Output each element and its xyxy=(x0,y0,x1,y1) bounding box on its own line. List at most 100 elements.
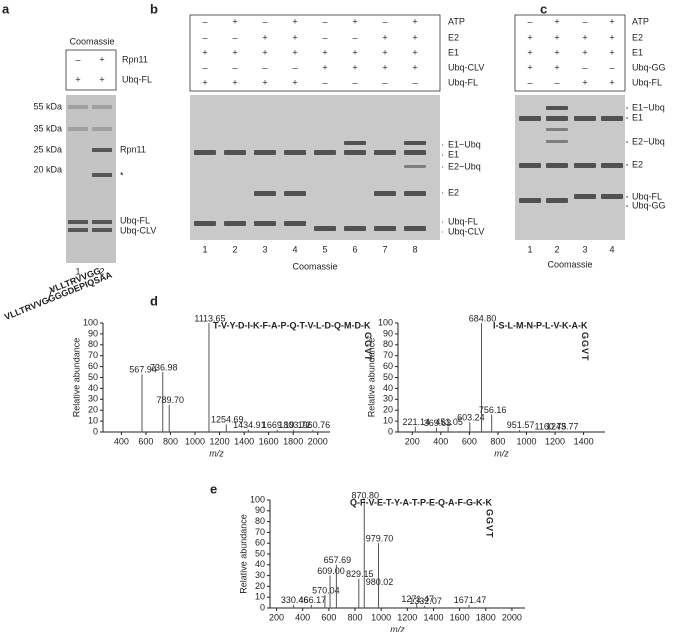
panel-letter: d xyxy=(150,293,158,308)
lane-sign: + xyxy=(412,47,417,57)
lane-sign: + xyxy=(262,32,267,42)
y-tick-label: 0 xyxy=(260,602,265,612)
y-axis-label: Relative abundance xyxy=(71,338,81,418)
gel-band xyxy=(194,221,216,226)
gel-band xyxy=(404,141,426,145)
gel-band xyxy=(254,191,276,196)
band-label: Ubq-CLV xyxy=(448,226,484,236)
band-label: * xyxy=(120,170,124,180)
gel-band xyxy=(344,141,366,145)
lane-number: 7 xyxy=(382,244,387,254)
gel-band xyxy=(68,127,88,131)
lane-number: 5 xyxy=(322,244,327,254)
peak-label: 756.16 xyxy=(479,405,507,415)
band-label: E1 xyxy=(632,112,643,122)
x-tick-label: 800 xyxy=(490,436,505,446)
y-tick-label: 20 xyxy=(383,405,393,415)
x-tick-label: 1400 xyxy=(423,612,443,622)
y-tick-label: 10 xyxy=(383,415,393,425)
row-label: Ubq-FL xyxy=(448,77,478,87)
peak-label: 1960.76 xyxy=(298,420,331,430)
gel-band xyxy=(574,116,596,121)
x-tick-label: 600 xyxy=(321,612,336,622)
gel-band xyxy=(314,150,336,155)
lane-sign: – xyxy=(382,16,387,26)
lane-sign: + xyxy=(582,77,587,87)
peak-label: 466.17 xyxy=(299,595,327,605)
lane-sign: – xyxy=(554,77,559,87)
peptide-branch: GGVT xyxy=(580,332,590,362)
lane-sign: – xyxy=(382,77,387,87)
gel-band xyxy=(92,228,112,232)
peak-label: 980.02 xyxy=(366,577,394,587)
peak-label: 829.15 xyxy=(346,569,374,579)
band-label: E1~Ubq xyxy=(448,139,481,149)
y-tick-label: 70 xyxy=(255,527,265,537)
lane-sign: + xyxy=(322,47,327,57)
band-label: Ubq-FL xyxy=(632,191,662,201)
row-label: E2 xyxy=(448,32,459,42)
lane-sign: – xyxy=(292,62,297,72)
lane-sign: – xyxy=(527,16,532,26)
gel-band xyxy=(92,127,112,131)
peak-label: 1671.47 xyxy=(454,595,487,605)
band-label: Ubq-FL xyxy=(448,216,478,226)
band-label: E2 xyxy=(632,159,643,169)
gel-band xyxy=(224,150,246,155)
lane-sign: – xyxy=(582,62,587,72)
gel-band xyxy=(194,150,216,155)
y-tick-label: 40 xyxy=(255,559,265,569)
x-tick-label: 1800 xyxy=(476,612,496,622)
gel-footer: Coomassie xyxy=(292,261,337,271)
gel-band xyxy=(224,221,246,226)
lane-sign: + xyxy=(75,74,80,84)
row-label: ATP xyxy=(448,16,465,26)
lane-sign: + xyxy=(609,16,614,26)
y-tick-label: 90 xyxy=(383,328,393,338)
gel-band xyxy=(546,116,568,121)
lane-sign: + xyxy=(554,47,559,57)
gel-band xyxy=(68,220,88,224)
gel-image xyxy=(66,95,116,263)
lane-sign: + xyxy=(232,47,237,57)
lane-sign: + xyxy=(527,47,532,57)
row-label: E1 xyxy=(632,47,643,57)
lane-sign: – xyxy=(232,32,237,42)
band-label: E1 xyxy=(448,149,459,159)
x-tick-label: 2000 xyxy=(308,436,328,446)
lane-sign: – xyxy=(527,77,532,87)
lane-sign: – xyxy=(609,62,614,72)
peak-label: 1271.47 xyxy=(401,594,434,604)
lane-sign: + xyxy=(382,32,387,42)
header-box xyxy=(189,14,441,92)
peptide-branch: GGVT xyxy=(363,332,373,362)
lane-sign: – xyxy=(202,62,207,72)
x-tick-label: 1400 xyxy=(574,436,594,446)
lane-number: 3 xyxy=(582,244,587,254)
y-tick-label: 60 xyxy=(255,538,265,548)
y-tick-label: 80 xyxy=(88,339,98,349)
peak-label: 870.80 xyxy=(351,490,379,500)
peak-label: 951.57 xyxy=(507,420,535,430)
row-label: Ubq-GG xyxy=(632,62,666,72)
y-tick-label: 70 xyxy=(383,350,393,360)
peak-label: 979.70 xyxy=(366,534,394,544)
lane-number: 1 xyxy=(75,266,80,276)
x-tick-label: 1600 xyxy=(259,436,279,446)
gel-band xyxy=(284,191,306,196)
row-label: Ubq-FL xyxy=(122,74,152,84)
x-tick-label: 1400 xyxy=(234,436,254,446)
gel-band xyxy=(546,163,568,168)
lane-sign: – xyxy=(262,16,267,26)
y-axis-label: Relative abundance xyxy=(366,338,376,418)
peak-label: 369.63 xyxy=(424,418,452,428)
lane-sign: – xyxy=(322,32,327,42)
lane-sign: + xyxy=(352,62,357,72)
x-tick-label: 1800 xyxy=(283,436,303,446)
lane-number: 3 xyxy=(262,244,267,254)
lane-sign: + xyxy=(292,77,297,87)
lane-sign: + xyxy=(352,47,357,57)
gel-band xyxy=(601,116,623,121)
